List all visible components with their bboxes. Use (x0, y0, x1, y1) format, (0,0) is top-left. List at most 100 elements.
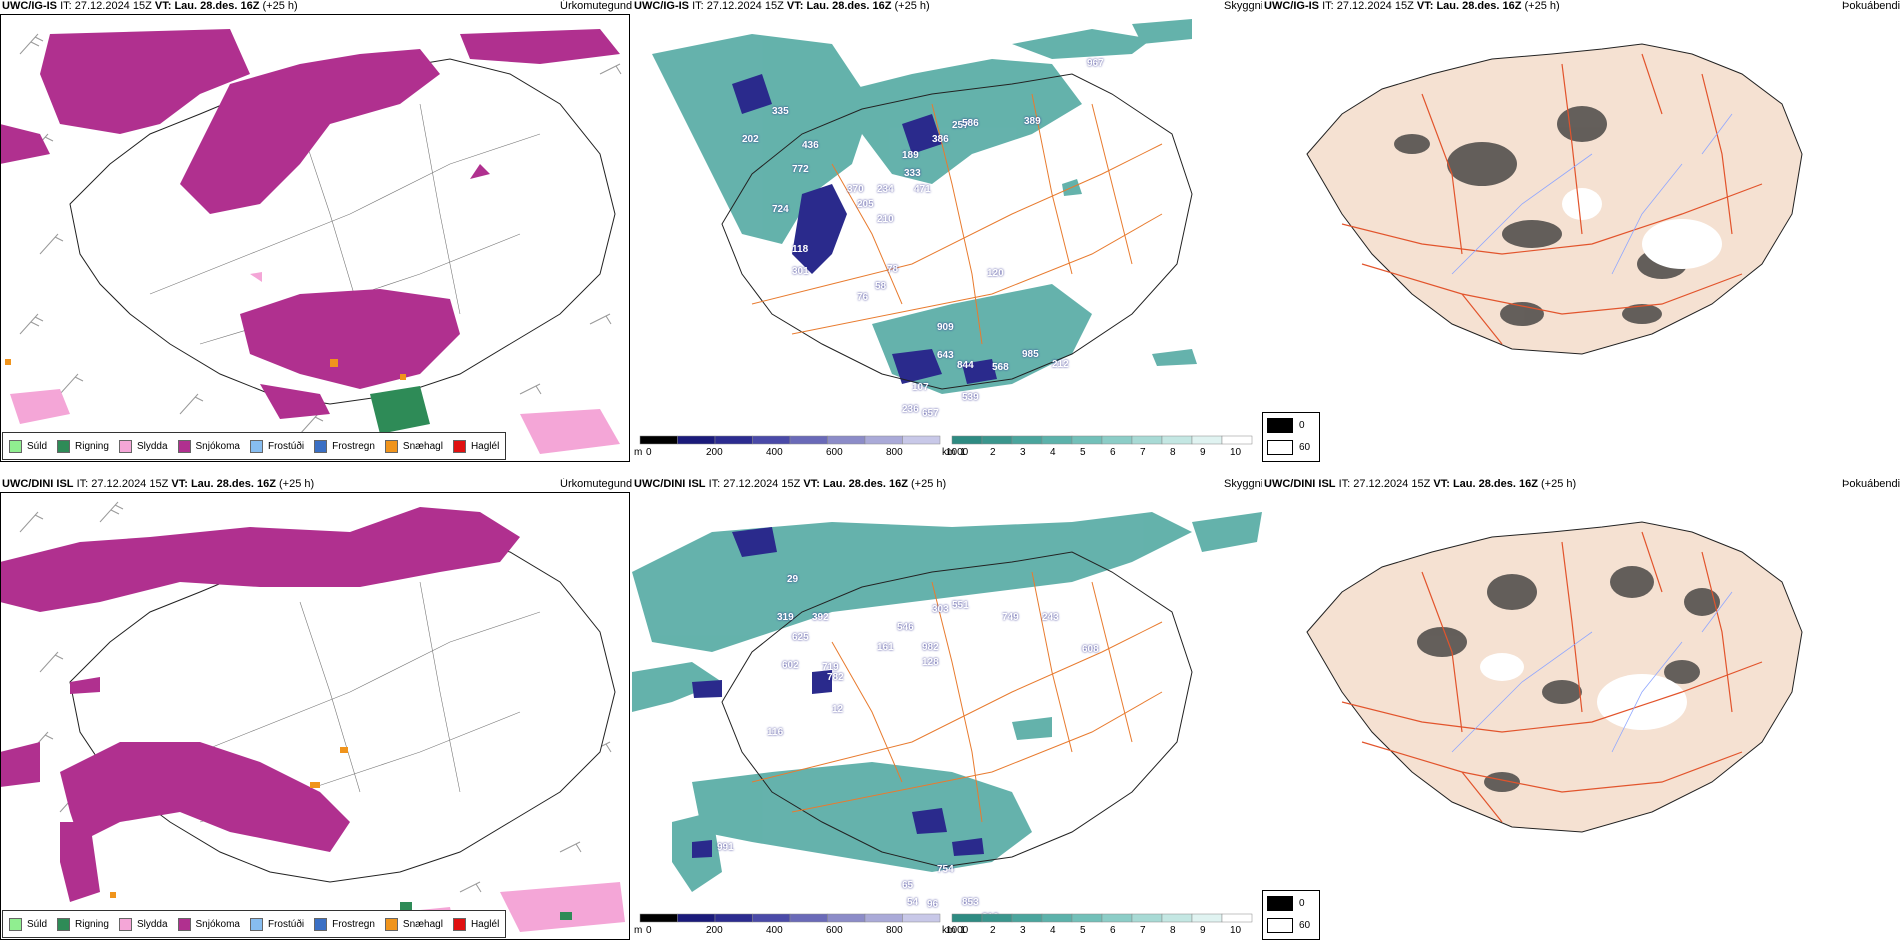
base-color-step (789, 435, 828, 445)
visibility-color-step (951, 435, 983, 445)
visibility-value-label: 96 (927, 899, 939, 910)
fog-high-label: 0 (1299, 897, 1305, 909)
base-color-step (902, 913, 941, 923)
cloud-legend (639, 913, 1253, 923)
snowfall-areas (0, 29, 620, 419)
roads (1341, 531, 1763, 823)
legend-item-freezing-drizzle: Frostúði (249, 439, 304, 453)
drizzle-swatch (9, 917, 22, 931)
visibility-tick-label: 4 (1050, 925, 1056, 936)
vis-unit-label: km (942, 925, 956, 936)
snow-swatch (177, 917, 191, 931)
drizzle-swatch (9, 439, 22, 453)
fog-map (1306, 43, 1803, 355)
fog-low-label: 60 (1299, 919, 1311, 931)
visibility-value-label: 386 (932, 134, 949, 145)
visibility-value-label: 844 (957, 360, 974, 371)
low-visibility-areas (652, 19, 1197, 394)
visibility-tick-label: 2 (990, 447, 996, 458)
fog-legend: 0 60 (1262, 890, 1320, 940)
fog-high-areas (1417, 566, 1720, 792)
base-tick-label: 0 (646, 447, 652, 458)
panel-title: UWC/DINI ISL IT: 27.12.2024 15Z VT: Lau.… (2, 478, 315, 490)
vis-unit-label: km (942, 447, 956, 458)
precip-map (0, 29, 622, 454)
visibility-value-label: 772 (792, 164, 809, 175)
base-tick-label: 0 (646, 925, 652, 936)
hail-swatch (452, 439, 466, 453)
visibility-tick-label: 10 (1230, 447, 1242, 458)
freezing-drizzle-swatch (249, 917, 263, 931)
visibility-color-step (1191, 913, 1223, 923)
visibility-tick-label: 8 (1170, 925, 1176, 936)
visibility-value-label: 754 (937, 864, 954, 875)
visibility-color-step (1191, 435, 1223, 445)
freezing-rain-swatch (314, 917, 328, 931)
legend-item-hail: Haglél (452, 917, 499, 931)
visibility-color-step (1041, 435, 1073, 445)
visibility-value-label: 319 (777, 612, 794, 623)
visibility-value-label: 335 (772, 106, 789, 117)
visibility-color-step (1071, 913, 1103, 923)
param-name: Þokuábendi (1842, 478, 1900, 490)
hail-swatch (452, 917, 466, 931)
base-tick-label: 200 (706, 447, 723, 458)
visibility-value-label: 370 (847, 184, 864, 195)
base-color-step (827, 913, 866, 923)
visibility-color-step (1041, 913, 1073, 923)
snow-pellets-swatch (384, 439, 398, 453)
visibility-color-step (1071, 435, 1103, 445)
visibility-value-label: 749 (1002, 612, 1019, 623)
precip-type-panel: UWC/IG-IS IT: 27.12.2024 15Z VT: Lau. 28… (0, 0, 632, 470)
panel-frame (0, 14, 630, 462)
base-color-step (714, 913, 753, 923)
visibility-value-label: 719 (822, 662, 839, 673)
panel-title: UWC/IG-IS IT: 27.12.2024 15Z VT: Lau. 28… (634, 0, 930, 12)
visibility-value-label: 436 (802, 140, 819, 151)
visibility-value-label: 625 (792, 632, 809, 643)
visibility-value-label: 116 (767, 727, 784, 738)
legend-item-snow-pellets: Snæhagl (384, 439, 443, 453)
visibility-tick-label: 4 (1050, 447, 1056, 458)
param-name: Skyggni (1224, 0, 1262, 12)
visibility-value-label: 243 (1042, 612, 1059, 623)
visibility-tick-label: 6 (1110, 925, 1116, 936)
legend-item-snow-pellets: Snæhagl (384, 917, 443, 931)
base-unit-label: m (634, 925, 643, 936)
base-tick-label: 600 (826, 447, 843, 458)
visibility-value-label: 551 (952, 600, 969, 611)
base-color-step (827, 435, 866, 445)
visibility-tick-label: 9 (1200, 447, 1206, 458)
visibility-value-label: 76 (857, 292, 869, 303)
visibility-panel: UWC/DINI ISL IT: 27.12.2024 15Z VT: Lau.… (632, 478, 1262, 948)
visibility-value-label: 392 (812, 612, 829, 623)
fog-low-areas (1562, 188, 1722, 269)
base-color-step (677, 913, 716, 923)
base-color-step (639, 913, 678, 923)
visibility-map (652, 19, 1197, 394)
fog-low-areas (1480, 653, 1687, 730)
iceland-land (1306, 43, 1803, 355)
visibility-color-step (1161, 913, 1193, 923)
visibility-value-label: 643 (937, 350, 954, 361)
legend-item-freezing-drizzle: Frostúði (249, 917, 304, 931)
fog-high-swatch (1267, 417, 1293, 433)
base-tick-label: 1000 (946, 447, 969, 458)
rivers (1451, 591, 1733, 753)
base-color-step (752, 913, 791, 923)
visibility-color-step (1011, 435, 1043, 445)
visibility-colorbar (951, 913, 1253, 923)
visibility-tick-label: 10 (1230, 925, 1242, 936)
visibility-color-step (951, 913, 983, 923)
visibility-value-label: 909 (937, 322, 954, 333)
visibility-value-label: 568 (992, 362, 1009, 373)
forecast-row-ig-is: UWC/IG-IS IT: 27.12.2024 15Z VT: Lau. 28… (0, 0, 1900, 470)
base-tick-label: 200 (706, 925, 723, 936)
visibility-tick-label: 1 (960, 925, 966, 936)
precip-legend: Súld Rigning Slydda Snjókoma Frostúði Fr… (2, 432, 507, 460)
visibility-value-label: 236 (902, 404, 919, 415)
snow-pellets-swatch (384, 917, 398, 931)
visibility-value-label: 107 (912, 382, 929, 393)
visibility-value-label: 333 (904, 168, 921, 179)
visibility-panel: UWC/IG-IS IT: 27.12.2024 15Z VT: Lau. 28… (632, 0, 1262, 470)
